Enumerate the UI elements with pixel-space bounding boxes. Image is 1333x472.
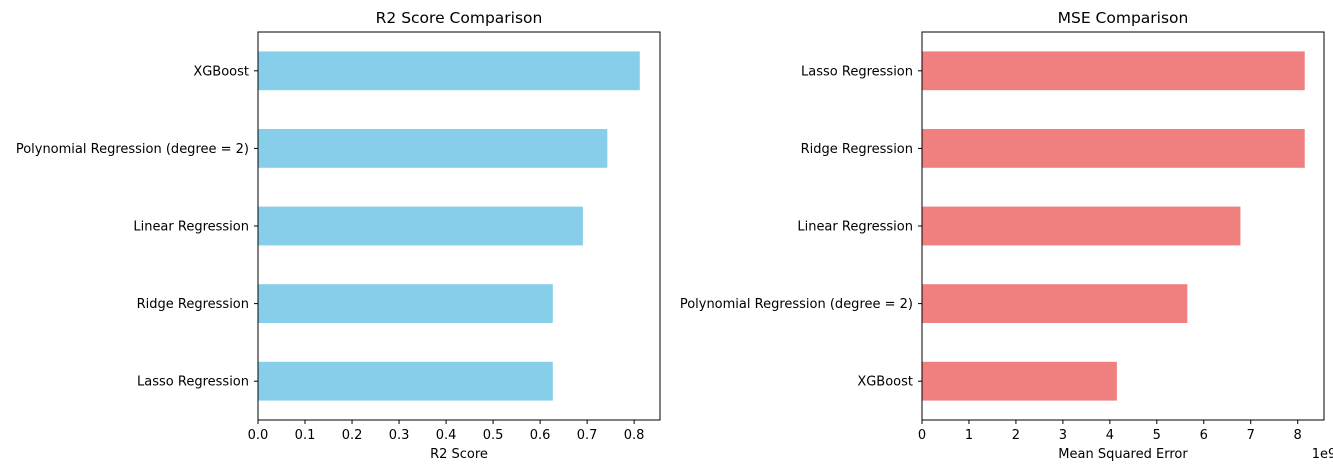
mse-xtick-label: 4: [1106, 428, 1114, 443]
r2-xtick-label: 0.7: [577, 428, 598, 443]
r2-xtick-label: 0.1: [295, 428, 316, 443]
r2-xtick-label: 0.8: [624, 428, 645, 443]
r2-bar-xgboost: [258, 51, 640, 91]
r2-xtick-label: 0.5: [483, 428, 504, 443]
r2-bar-lasso-regression: [258, 361, 553, 401]
mse-ytick-label: Polynomial Regression (degree = 2): [680, 297, 913, 312]
r2-xtick-label: 0.3: [389, 428, 410, 443]
r2-xtick-label: 0.2: [342, 428, 363, 443]
r2-x-axis-label: R2 Score: [430, 447, 488, 462]
mse-xtick-label: 5: [1153, 428, 1161, 443]
r2-bar-linear-regression: [258, 206, 583, 246]
mse-ytick-label: XGBoost: [857, 375, 913, 390]
mse-chart: XGBoost Polynomial Regression (degree = 2…: [680, 9, 1333, 462]
mse-xtick-label: 2: [1012, 428, 1020, 443]
r2-ytick-label: Ridge Regression: [137, 297, 249, 312]
r2-xtick-label: 0.0: [248, 428, 269, 443]
r2-score-chart: Lasso Regression Ridge Regression Linear R…: [16, 9, 661, 462]
mse-xtick-label: 8: [1294, 428, 1302, 443]
mse-xtick-label: 3: [1059, 428, 1067, 443]
r2-xtick-label: 0.4: [436, 428, 457, 443]
r2-bar-ridge-regression: [258, 284, 553, 323]
r2-bar-polynomial-regression-degree-2: [258, 129, 608, 168]
mse-chart-title: MSE Comparison: [1058, 9, 1189, 27]
mse-bar-polynomial-regression-degree-2: [922, 284, 1188, 323]
r2-ytick-label: Polynomial Regression (degree = 2): [16, 142, 249, 157]
mse-xtick-label: 7: [1247, 428, 1255, 443]
mse-xtick-label: 6: [1200, 428, 1208, 443]
mse-xtick-label: 1: [965, 428, 973, 443]
r2-ytick-label: XGBoost: [193, 64, 249, 79]
mse-bar-xgboost: [922, 361, 1117, 401]
r2-xtick-label: 0.6: [530, 428, 551, 443]
mse-bar-lasso-regression: [922, 51, 1305, 91]
mse-xtick-label: 0: [918, 428, 926, 443]
mse-bar-linear-regression: [922, 206, 1241, 246]
r2-chart-title: R2 Score Comparison: [376, 9, 543, 27]
mse-x-axis-label: Mean Squared Error: [1058, 447, 1188, 462]
mse-ytick-label: Lasso Regression: [801, 64, 913, 79]
r2-ytick-label: Lasso Regression: [137, 375, 249, 390]
mse-ytick-label: Linear Regression: [797, 220, 913, 235]
mse-axis-offset-text: 1e9: [1312, 447, 1333, 462]
mse-ytick-label: Ridge Regression: [801, 142, 913, 157]
mse-bar-ridge-regression: [922, 129, 1305, 168]
r2-ytick-label: Linear Regression: [133, 220, 249, 235]
